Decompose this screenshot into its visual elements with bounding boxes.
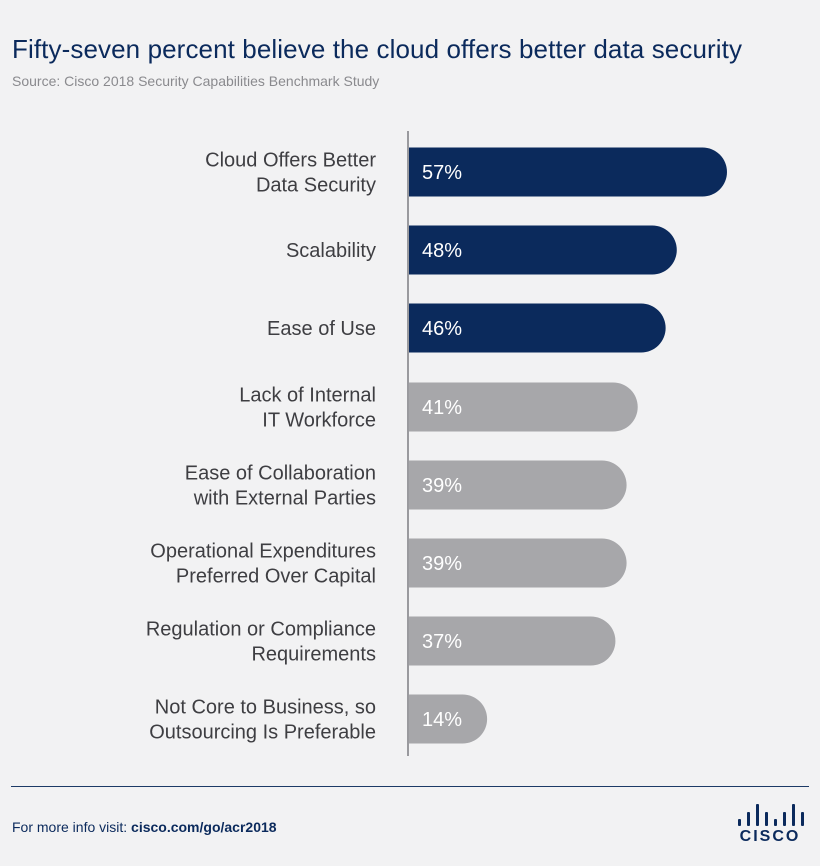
bar-value-label: 57%	[422, 162, 462, 184]
bar-chart: 57% Cloud Offers Better Data Security 48% Sc…	[146, 131, 727, 756]
footer-prefix: For more info visit:	[12, 819, 132, 835]
bar	[409, 616, 616, 666]
bar-value-label: 46%	[422, 318, 462, 340]
category-label-line: Ease of Collaboration	[185, 463, 376, 485]
bar-value-label: 41%	[422, 397, 462, 419]
category-label: Operational Expenditures Preferred Over C…	[150, 541, 376, 588]
category-label: Lack of Internal IT Workforce	[239, 385, 376, 432]
category-label-line: Regulation or Compliance	[146, 619, 376, 641]
bar	[409, 694, 488, 744]
logo-bar	[747, 812, 750, 826]
bar	[409, 147, 727, 197]
category-label: Regulation or Compliance Requirements	[146, 619, 376, 666]
bar-value-label: 39%	[422, 553, 462, 575]
category-label-line: Lack of Internal	[239, 385, 376, 407]
chart-subtitle: Source: Cisco 2018 Security Capabilities…	[12, 73, 380, 89]
category-label: Cloud Offers Better Data Security	[205, 150, 376, 197]
bar	[409, 303, 666, 353]
category-label-line: Ease of Use	[267, 318, 376, 340]
category-label-line: with External Parties	[193, 488, 376, 510]
logo-bar	[774, 819, 777, 826]
category-label-line: IT Workforce	[262, 410, 376, 432]
bar-value-label: 39%	[422, 475, 462, 497]
bar	[409, 538, 627, 588]
footer-link[interactable]: cisco.com/go/acr2018	[131, 819, 277, 835]
logo-bar	[738, 819, 741, 826]
logo-bar	[783, 812, 786, 826]
category-label: Ease of Use	[267, 318, 376, 340]
category-label-line: Operational Expenditures	[150, 541, 376, 563]
bar	[409, 382, 638, 432]
cisco-bridge-logo-icon	[735, 804, 805, 826]
footer-divider	[11, 786, 809, 787]
logo-wordmark: CISCO	[739, 828, 801, 845]
category-label-line: Not Core to Business, so	[155, 697, 376, 719]
logo-bar	[792, 804, 795, 826]
category-label-line: Cloud Offers Better	[205, 150, 376, 172]
logo-bar	[765, 812, 768, 826]
bar-value-label: 48%	[422, 240, 462, 262]
footer-info: For more info visit: cisco.com/go/acr201…	[12, 819, 277, 835]
category-label-line: Outsourcing Is Preferable	[149, 722, 376, 744]
bar-value-label: 14%	[422, 709, 462, 731]
category-label: Not Core to Business, so Outsourcing Is P…	[149, 697, 376, 744]
chart-title: Fifty-seven percent believe the cloud of…	[12, 34, 743, 64]
bar	[409, 225, 677, 275]
category-label-line: Requirements	[251, 644, 376, 666]
logo-bar	[756, 804, 759, 826]
category-label-line: Scalability	[286, 240, 376, 262]
cisco-logo: CISCO	[730, 804, 810, 850]
category-label-line: Preferred Over Capital	[176, 566, 376, 588]
bar	[409, 460, 627, 510]
logo-bar	[801, 812, 804, 826]
category-label: Scalability	[286, 240, 376, 262]
bar-value-label: 37%	[422, 631, 462, 653]
category-label: Ease of Collaboration with External Parti…	[185, 463, 376, 510]
category-label-line: Data Security	[256, 175, 376, 197]
